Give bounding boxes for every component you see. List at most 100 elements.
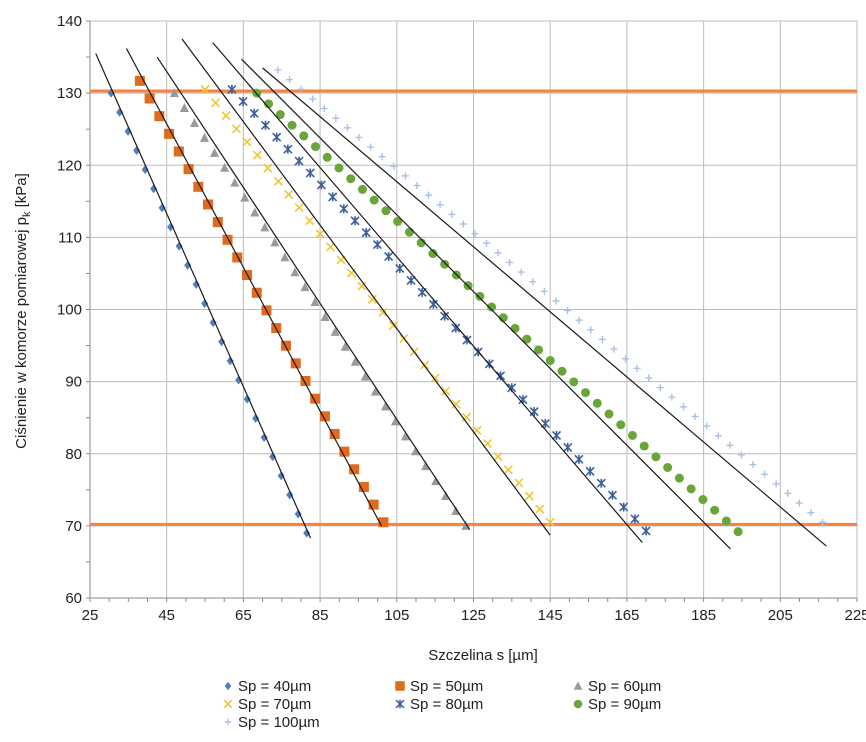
data-point-x [327, 243, 335, 251]
x-tick-label: 225 [844, 607, 866, 624]
data-point-star [317, 180, 325, 189]
data-point-plus [379, 153, 386, 160]
data-point-star [631, 514, 639, 523]
data-point-square [395, 681, 405, 691]
data-point-circle [475, 292, 484, 301]
x-tick-label: 45 [158, 607, 175, 624]
legend-label: Sp = 60µm [588, 678, 661, 695]
data-point-star [597, 479, 605, 488]
data-point-circle [546, 356, 555, 365]
data-point-plus [703, 423, 710, 430]
y-axis-label: Ciśnienie w komorze pomiarowej pk [kPa] [13, 173, 33, 449]
data-point-circle [574, 700, 583, 709]
data-point-circle [405, 228, 414, 237]
data-point-x [232, 125, 240, 133]
data-point-star [608, 491, 616, 500]
data-point-plus [564, 307, 571, 314]
legend-label: Sp = 50µm [410, 678, 483, 695]
data-point-x [504, 466, 512, 474]
data-point-star [351, 216, 359, 225]
data-point-circle [334, 163, 343, 172]
data-point-star [396, 700, 404, 709]
y-tick-labels: 60708090100110120130140 [57, 13, 82, 607]
data-point-star [250, 109, 258, 118]
x-tick-label: 145 [538, 607, 563, 624]
data-point-plus [796, 500, 803, 507]
data-point-star [306, 169, 314, 178]
legend-entry: Sp = 60µm [574, 678, 662, 695]
data-point-plus [286, 76, 293, 83]
data-point-star [642, 526, 650, 535]
x-tick-label: 65 [235, 607, 252, 624]
data-point-x [536, 505, 544, 513]
data-point-circle [604, 409, 613, 418]
data-point-plus [576, 317, 583, 324]
data-point-plus [437, 201, 444, 208]
legend-entry: Sp = 90µm [574, 696, 662, 713]
data-point-plus [807, 509, 814, 516]
data-point-circle [640, 442, 649, 451]
data-point-plus [784, 490, 791, 497]
data-point-plus [460, 220, 467, 227]
data-point-circle [311, 142, 320, 151]
data-point-circle [651, 452, 660, 461]
data-point-circle [675, 474, 684, 483]
data-point-circle [288, 121, 297, 130]
legend-label: Sp = 90µm [588, 696, 661, 713]
legend-label: Sp = 100µm [238, 714, 320, 731]
data-point-star [329, 192, 337, 201]
fit-lines [96, 39, 827, 549]
data-point-plus [610, 346, 617, 353]
data-point-x [515, 479, 523, 487]
data-point-square [339, 447, 349, 457]
data-point-plus [506, 259, 513, 266]
legend-label: Sp = 70µm [238, 696, 311, 713]
data-point-plus [390, 163, 397, 170]
data-point-circle [370, 196, 379, 205]
series-4 [201, 86, 554, 527]
y-tick-label: 110 [58, 229, 82, 246]
data-point-square [232, 252, 242, 262]
data-point-plus [645, 374, 652, 381]
data-point-plus [483, 240, 490, 247]
data-point-circle [558, 367, 567, 376]
data-point-plus [738, 451, 745, 458]
data-point-triangle [270, 237, 279, 246]
data-point-plus [425, 192, 432, 199]
data-points [108, 67, 826, 538]
data-point-plus [344, 124, 351, 131]
y-tick-label: 60 [65, 590, 82, 607]
data-point-x [295, 204, 303, 212]
data-point-x [463, 413, 471, 421]
data-point-x [253, 151, 261, 159]
data-point-plus [773, 480, 780, 487]
data-point-plus [321, 105, 328, 112]
fit-line [182, 39, 550, 535]
data-point-circle [687, 484, 696, 493]
data-point-x [243, 138, 251, 146]
data-point-plus [332, 115, 339, 122]
data-point-circle [346, 174, 355, 183]
data-point-circle [440, 260, 449, 269]
data-point-circle [616, 420, 625, 429]
data-point-star [239, 97, 247, 106]
data-point-plus [726, 442, 733, 449]
data-point-plus [471, 230, 478, 237]
data-point-star [284, 145, 292, 154]
legend-entry: Sp = 80µm [396, 696, 483, 713]
data-point-plus [309, 95, 316, 102]
data-point-plus [356, 134, 363, 141]
x-tick-label: 105 [384, 607, 409, 624]
data-point-star [373, 240, 381, 249]
data-point-triangle [290, 267, 299, 276]
legend-entry: Sp = 50µm [395, 678, 483, 695]
x-tick-label: 125 [461, 607, 486, 624]
legend-entry: Sp = 70µm [224, 696, 311, 713]
data-point-x [274, 177, 282, 185]
x-tick-label: 165 [614, 607, 639, 624]
data-point-circle [569, 377, 578, 386]
data-point-star [586, 467, 594, 476]
data-point-x [525, 492, 533, 500]
